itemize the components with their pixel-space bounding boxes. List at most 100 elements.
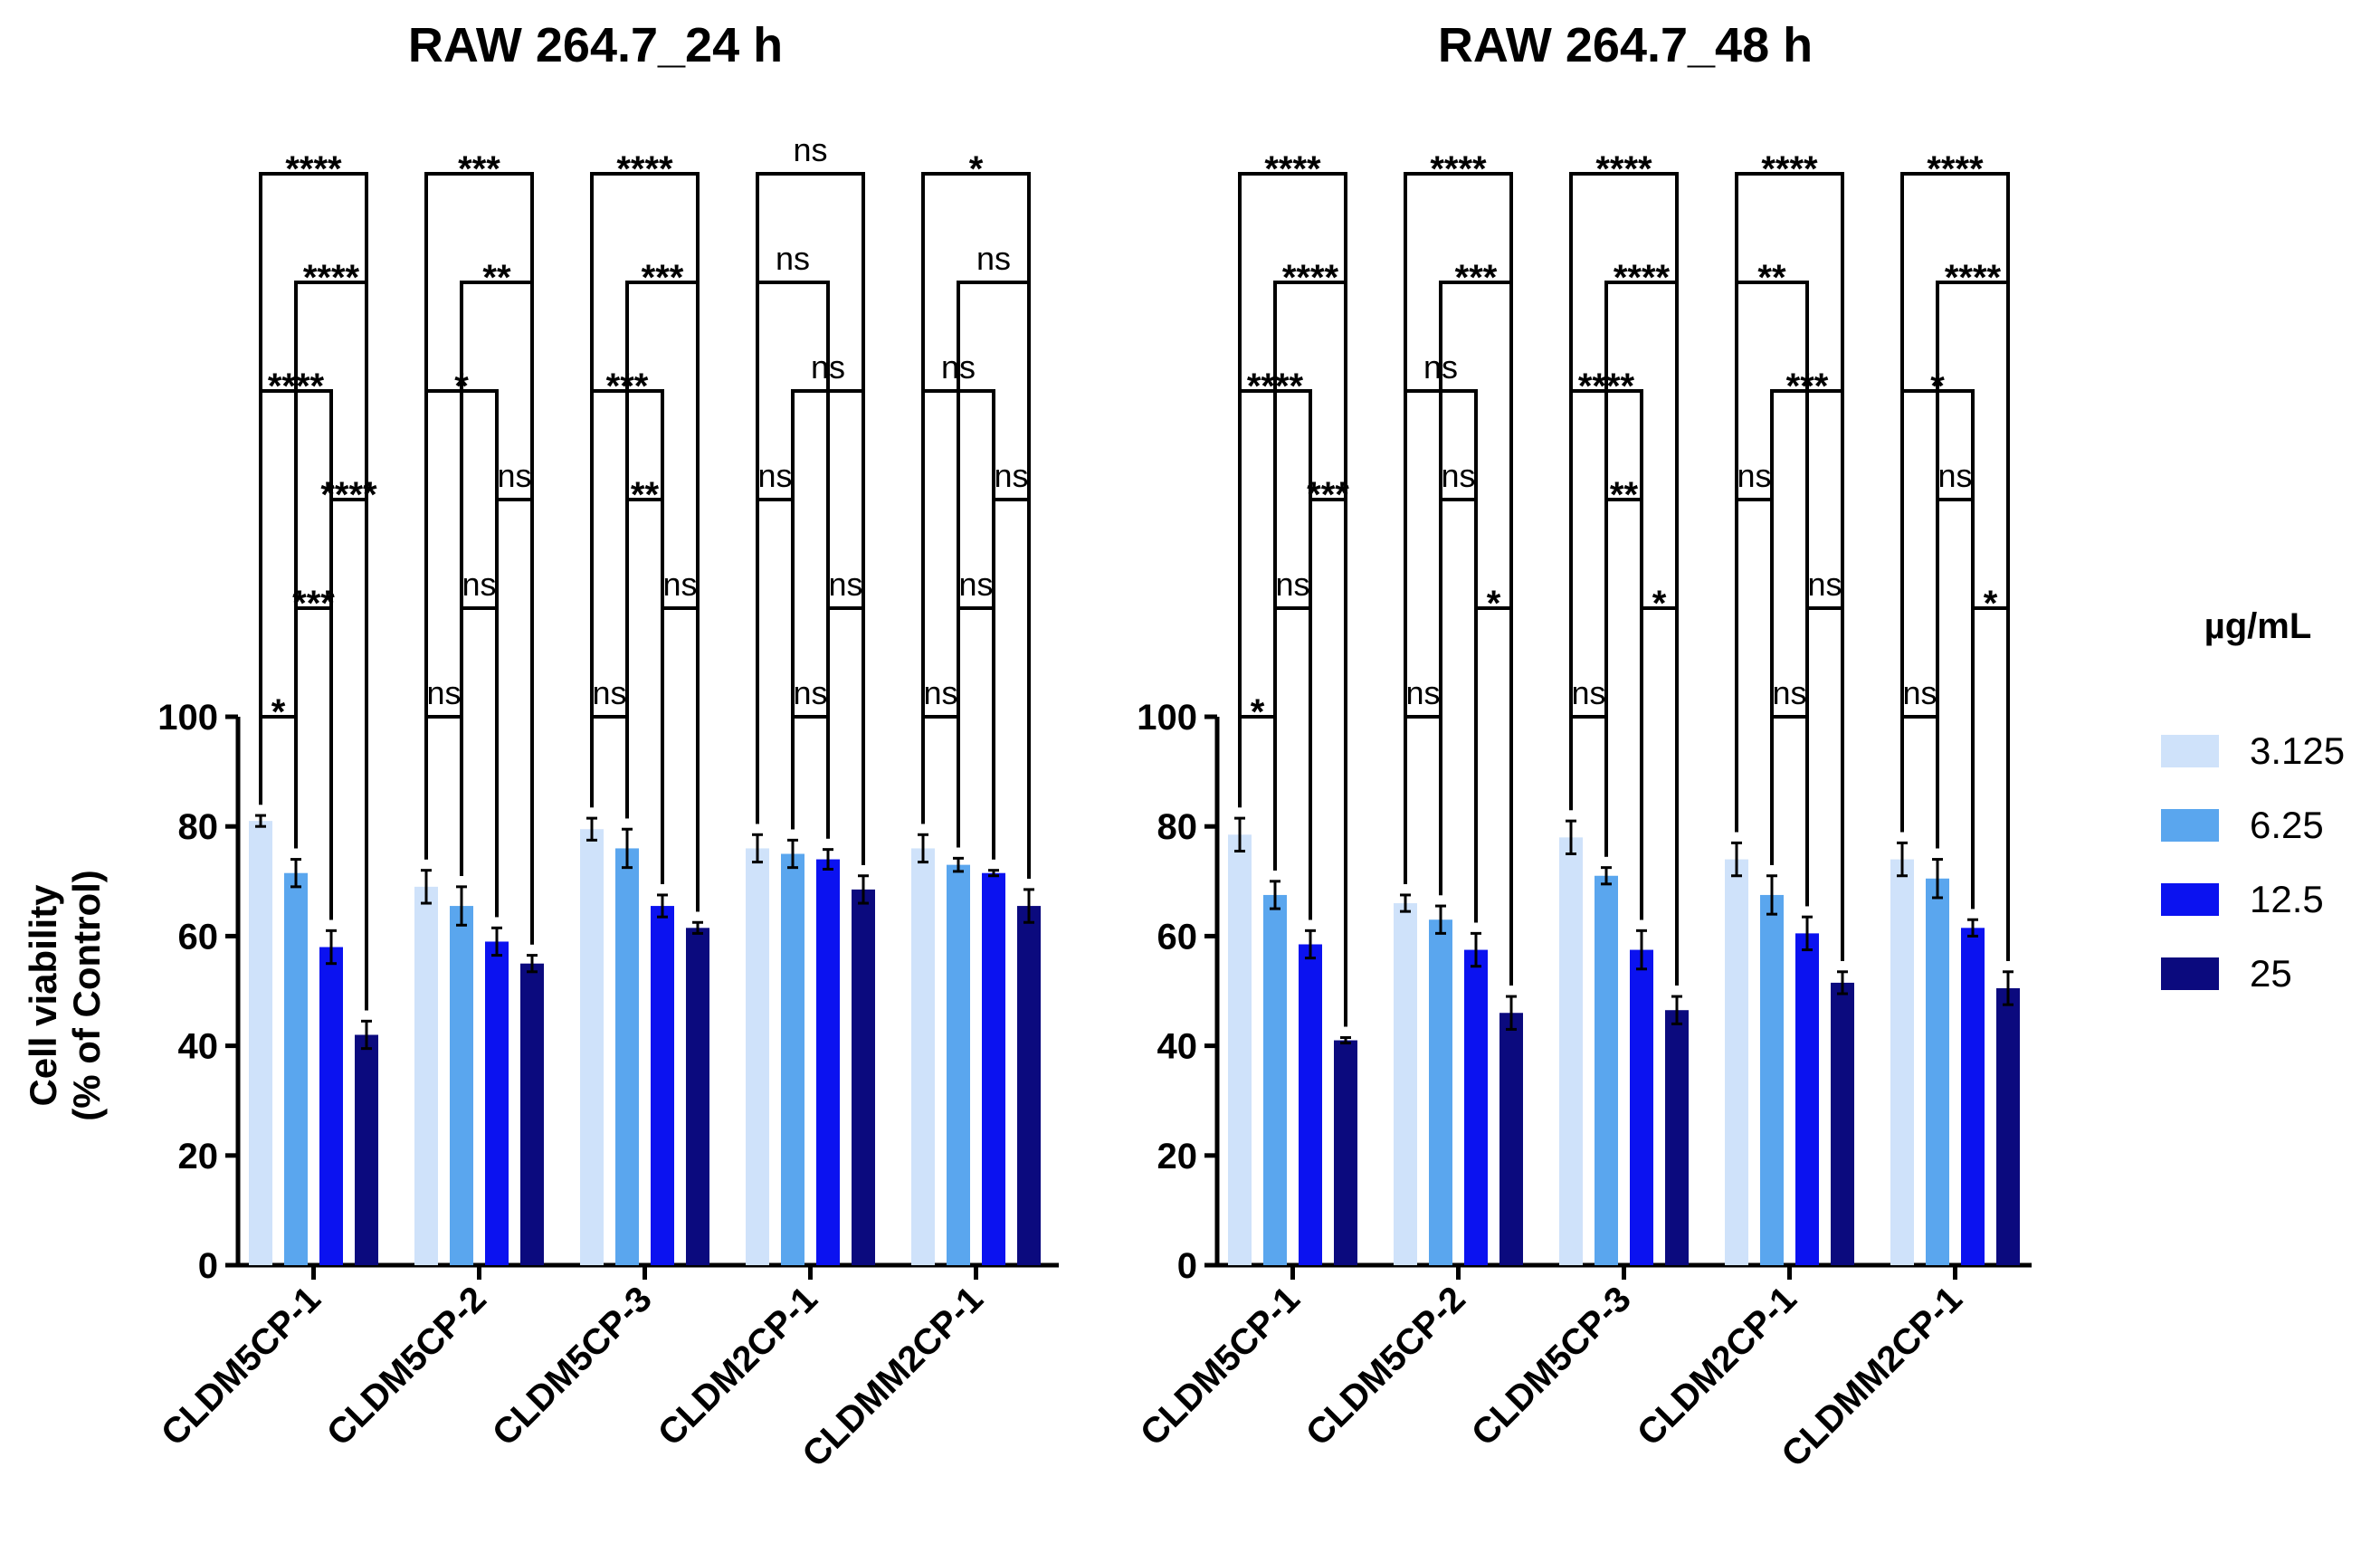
significance-bracket	[1900, 172, 2010, 961]
bar	[355, 1034, 378, 1265]
bar	[911, 848, 935, 1265]
bar	[1228, 834, 1252, 1265]
y-tick-label: 60	[1157, 917, 1198, 957]
bar	[781, 853, 804, 1265]
significance-label: ****	[1595, 149, 1652, 189]
significance-bracket	[625, 498, 664, 884]
bar	[1630, 949, 1653, 1265]
bar	[319, 947, 343, 1265]
y-tick-label: 20	[178, 1137, 219, 1176]
legend-swatch	[2161, 957, 2219, 990]
significance-bracket	[1640, 606, 1679, 986]
significance-label: ns	[1405, 674, 1440, 711]
panel-48h: RAW 264.7_48 h 0 20 40 60 80 100 CLDM5CP-1 * ns *…	[1133, 18, 2032, 1475]
bar	[1429, 919, 1452, 1265]
significance-label: *	[271, 692, 286, 732]
significance-label: ns	[1772, 674, 1806, 711]
significance-bracket	[1805, 606, 1844, 961]
significance-bracket	[992, 498, 1031, 879]
bar	[947, 864, 970, 1265]
legend: µg/mL 3.125 6.25 12.5 25	[2161, 606, 2345, 995]
significance-label: ***	[458, 149, 500, 189]
x-tick-label: CLDMM2CP-1	[795, 1279, 991, 1475]
significance-bracket	[1404, 715, 1442, 896]
bar	[1499, 1013, 1523, 1265]
bar	[1334, 1040, 1357, 1265]
significance-label: ns	[1275, 566, 1309, 603]
significance-label: ns	[793, 131, 827, 168]
significance-bracket	[1569, 715, 1608, 857]
y-axis-label: Cell viability(% of Control)	[22, 870, 108, 1121]
bar	[414, 886, 438, 1265]
significance-label: ***	[642, 258, 684, 298]
significance-bracket	[590, 715, 629, 819]
bar	[852, 889, 875, 1265]
y-axis-label-line: (% of Control)	[65, 870, 108, 1121]
chart-title: RAW 264.7_24 h	[408, 18, 783, 72]
significance-bracket	[1238, 172, 1347, 1027]
significance-label: ****	[303, 258, 360, 298]
significance-bracket	[460, 606, 499, 918]
significance-label: ns	[462, 566, 496, 603]
y-tick-label: 80	[178, 807, 219, 847]
bar	[1394, 903, 1417, 1265]
significance-label: ****	[1761, 149, 1818, 189]
significance-label: **	[1757, 258, 1786, 298]
significance-label: ns	[1807, 566, 1842, 603]
significance-label: **	[482, 258, 511, 298]
significance-label: ns	[1571, 674, 1605, 711]
bar	[982, 872, 1005, 1265]
y-tick-label: 40	[178, 1027, 219, 1067]
significance-bracket	[661, 606, 700, 912]
significance-bracket	[329, 498, 368, 1011]
significance-label: **	[631, 475, 660, 515]
significance-bracket	[826, 606, 865, 865]
legend-swatch	[2161, 735, 2219, 767]
significance-label: ns	[958, 566, 993, 603]
y-tick-label: 100	[157, 698, 218, 738]
significance-bracket	[1474, 606, 1513, 986]
significance-bracket	[1604, 498, 1643, 920]
significance-label: ****	[1614, 258, 1671, 298]
bar	[746, 848, 769, 1265]
significance-bracket	[756, 172, 865, 865]
x-tick-label: CLDM5CP-2	[1299, 1279, 1473, 1453]
bar	[1831, 982, 1854, 1265]
y-tick-label: 0	[198, 1246, 218, 1286]
significance-label: *	[1487, 584, 1501, 624]
y-tick-label: 20	[1157, 1137, 1198, 1176]
bar	[1595, 875, 1618, 1265]
significance-bracket	[1735, 498, 1774, 865]
significance-label: ****	[1282, 258, 1339, 298]
bar	[1760, 894, 1784, 1265]
legend-swatch	[2161, 883, 2219, 916]
significance-label: ns	[592, 674, 626, 711]
bar	[580, 829, 604, 1265]
bar	[1795, 933, 1819, 1265]
significance-bracket	[1569, 172, 1679, 986]
bar	[1725, 859, 1748, 1265]
significance-bracket	[424, 172, 534, 945]
significance-bracket	[1439, 498, 1478, 923]
bar	[615, 848, 639, 1265]
bar	[1464, 949, 1488, 1265]
significance-label: ****	[1927, 149, 1984, 189]
y-tick-label: 60	[178, 917, 219, 957]
bar	[1665, 1010, 1689, 1265]
y-tick-label: 40	[1157, 1027, 1198, 1067]
significance-label: ns	[923, 674, 957, 711]
significance-label: *	[969, 149, 984, 189]
significance-bracket	[1404, 172, 1513, 986]
panel-24h: RAW 264.7_24 h Cell viability(% of Contr…	[22, 18, 1059, 1475]
significance-label: **	[1610, 475, 1639, 515]
significance-bracket	[1900, 715, 1939, 849]
significance-bracket	[259, 172, 368, 1011]
significance-label: *	[1652, 584, 1667, 624]
significance-label: *	[1984, 584, 1998, 624]
legend-label: 6.25	[2250, 804, 2324, 846]
significance-label: ns	[793, 674, 827, 711]
significance-label: ****	[1264, 149, 1321, 189]
significance-label: ****	[320, 475, 377, 515]
bar	[485, 941, 509, 1265]
